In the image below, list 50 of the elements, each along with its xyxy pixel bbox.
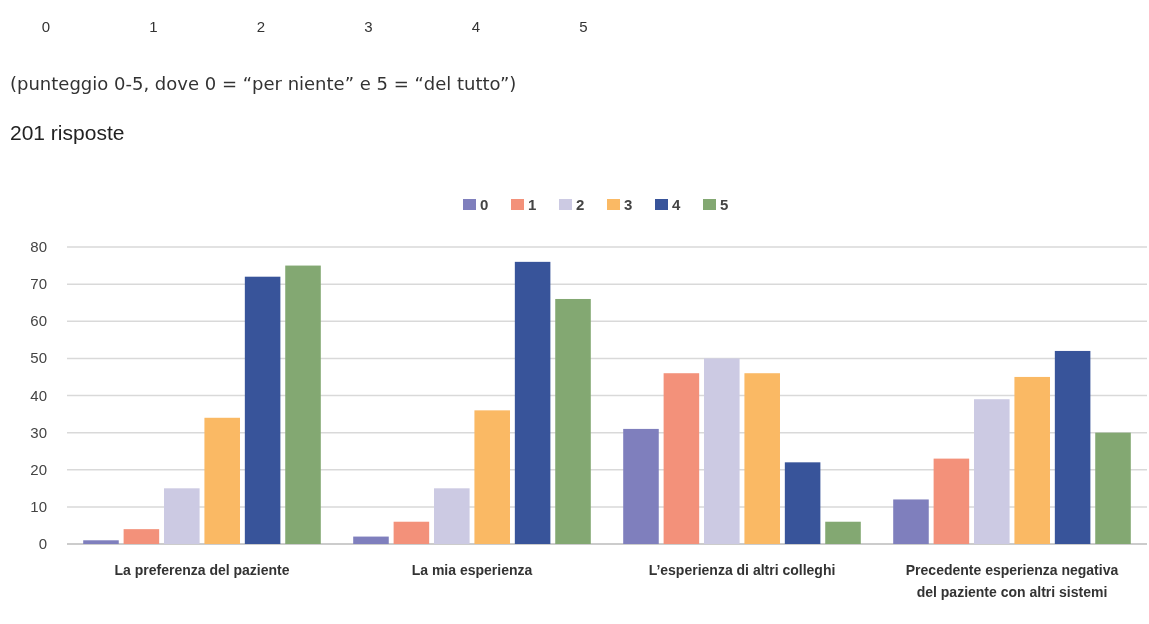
- bar: [204, 417, 240, 544]
- text: 3: [364, 18, 373, 35]
- bar: [123, 529, 160, 544]
- bar: [623, 428, 659, 544]
- bar: [893, 499, 929, 544]
- legend-label: 3: [624, 196, 633, 213]
- bar: [744, 373, 780, 544]
- text: 5: [579, 18, 588, 35]
- bar: [83, 540, 119, 544]
- text: (punteggio 0-5, dove 0 = “per niente” e 5 = “del tutto”): [10, 73, 517, 94]
- bar: [784, 462, 821, 544]
- y-tick-label: 80: [30, 238, 47, 255]
- y-tick-label: 50: [30, 349, 47, 367]
- y-tick-label: 40: [30, 386, 47, 404]
- legend-label: 5: [720, 196, 729, 213]
- y-tick-label: 0: [38, 535, 47, 552]
- text: 1: [149, 18, 158, 35]
- bar: [353, 536, 389, 544]
- text: 2: [256, 18, 266, 35]
- chart-subtitle: 201 risposte: [10, 121, 125, 144]
- bar: [825, 521, 861, 544]
- bar: [1095, 432, 1131, 544]
- y-tick-label: 10: [30, 497, 47, 515]
- bar: [514, 261, 551, 544]
- legend-label: 2: [576, 196, 585, 213]
- bar: [434, 488, 470, 544]
- legend-label: 4: [672, 196, 681, 213]
- bar: [1054, 350, 1091, 544]
- bar: [285, 265, 321, 544]
- y-tick-label: 70: [30, 275, 47, 293]
- bar: [244, 276, 281, 544]
- bar: [474, 410, 510, 544]
- text: 4: [471, 18, 481, 35]
- bar: [164, 488, 200, 544]
- bar: [1014, 376, 1050, 544]
- x-tick-label: La preferenza del paziente: [114, 562, 290, 578]
- bar: [704, 358, 740, 544]
- bar: [555, 298, 591, 544]
- bar: [974, 399, 1010, 544]
- x-tick-label: Precedente esperienza negativa del paziente con altri sistemi: [905, 562, 1119, 600]
- bar: [393, 521, 430, 544]
- legend-label: 1: [528, 196, 537, 213]
- y-tick-label: 30: [30, 423, 47, 441]
- x-tick-label: L’esperienza di altri colleghi: [648, 562, 836, 578]
- bar: [933, 458, 970, 544]
- bar: [663, 373, 700, 544]
- x-tick-label: La mia esperienza: [411, 562, 533, 578]
- legend-label: 0: [480, 196, 489, 213]
- y-tick-label: 60: [30, 312, 47, 330]
- y-tick-label: 20: [30, 460, 47, 478]
